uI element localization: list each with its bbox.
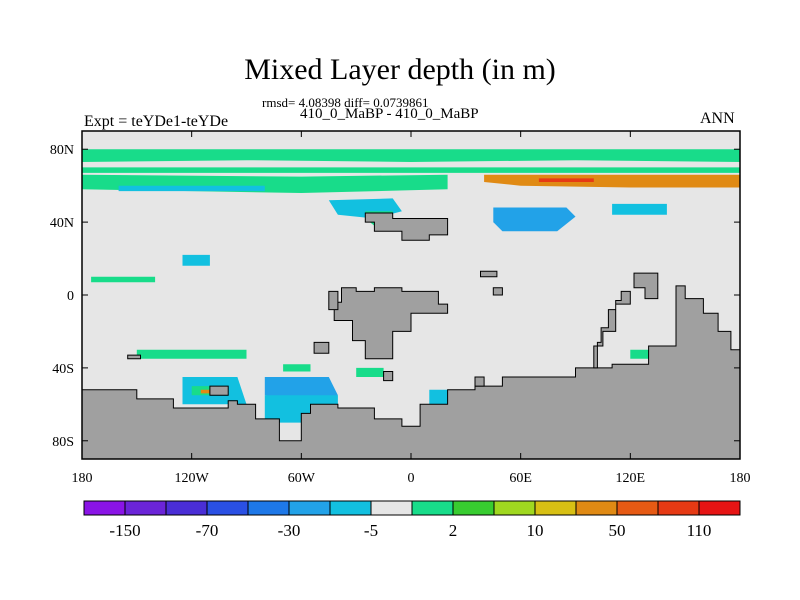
- colorbar-label: 50: [609, 521, 626, 540]
- field-arctic-blue-west: [118, 185, 265, 192]
- colorbar-box: [534, 500, 577, 516]
- land-north-pacific-island: [480, 270, 498, 278]
- x-tick-label: 60E: [509, 471, 532, 486]
- colorbar-label: 2: [449, 521, 458, 540]
- field-south-band-green: [136, 349, 247, 359]
- x-axis: 180 120W 60W 0 60E 120E 180: [72, 131, 751, 486]
- x-tick-label: 120E: [616, 471, 646, 486]
- colorbar-box: [411, 500, 454, 516]
- colorbar-box: [698, 500, 741, 516]
- y-tick-label: 80N: [50, 143, 74, 158]
- land-equatorial-east-island: [633, 272, 659, 300]
- field-south-atlantic-blue-1: [264, 377, 338, 401]
- colorbar-box: [165, 500, 208, 516]
- land-north-america-block: [364, 212, 449, 241]
- y-axis: 80N 40N 0 40S 80S: [50, 143, 740, 450]
- colorbar-box: [83, 500, 126, 516]
- colorbar-box: [493, 500, 536, 516]
- chart-subtitle: 410_0_MaBP - 410_0_MaBP: [300, 106, 479, 122]
- field-arctic-band-1: [82, 149, 740, 162]
- land-south-america-islet: [313, 341, 330, 354]
- colorbar-box: [575, 500, 618, 516]
- land-south-arm-east: [593, 290, 631, 369]
- colorbar-label: -30: [278, 521, 301, 540]
- field-arctic-band-2: [82, 167, 740, 173]
- land-south-america-island: [328, 290, 339, 311]
- y-tick-label: 0: [67, 289, 74, 304]
- x-tick-label: 60W: [288, 471, 316, 486]
- colorbar-box: [288, 500, 331, 516]
- colorbar-box: [247, 500, 290, 516]
- colorbar-box: [616, 500, 659, 516]
- x-tick-label: 180: [730, 471, 751, 486]
- field-indian-ocean-blue: [429, 389, 448, 408]
- land-south-america-block: [333, 287, 449, 360]
- field-south-atlantic-green-2: [283, 364, 311, 372]
- colorbar-box: [124, 500, 167, 516]
- land-southern-continent: [82, 285, 740, 459]
- field-layer: [82, 149, 740, 423]
- colorbar-label: 10: [527, 521, 544, 540]
- colorbar-box: [370, 500, 413, 516]
- experiment-label: Expt = teYDe1-teYDe: [84, 113, 229, 130]
- season-label: ANN: [700, 110, 735, 127]
- land-layer: [82, 212, 740, 459]
- y-tick-label: 40N: [50, 216, 74, 231]
- stats-line: rmsd= 4.08398 diff= 0.0739861: [262, 95, 429, 110]
- field-north-mid-blue: [182, 254, 210, 266]
- y-tick-label: 80S: [52, 435, 74, 450]
- colorbar-box: [452, 500, 495, 516]
- x-tick-label: 0: [408, 471, 415, 486]
- land-southern-islet-b: [209, 385, 229, 396]
- field-north-mid-green: [91, 276, 156, 283]
- field-north-pacific-blue: [493, 207, 576, 232]
- field-south-atlantic-green-3: [356, 367, 384, 377]
- land-southern-islet-d: [474, 376, 485, 387]
- colorbar: -150 -70 -30 -5 2 10 50 110: [83, 500, 741, 540]
- x-tick-label: 180: [72, 471, 93, 486]
- y-tick-label: 40S: [52, 362, 74, 377]
- field-arctic-band-east: [484, 174, 740, 188]
- colorbar-label: -150: [109, 521, 140, 540]
- field-north-pacific-blue-2: [612, 203, 667, 215]
- land-southern-islet-c: [383, 371, 394, 382]
- colorbar-label: -70: [196, 521, 219, 540]
- x-tick-label: 120W: [175, 471, 210, 486]
- land-west-pacific-island: [492, 287, 503, 296]
- land-southern-islet-a: [127, 354, 141, 360]
- colorbar-label: 110: [687, 521, 712, 540]
- chart-title: Mixed Layer depth (in m): [244, 53, 556, 86]
- colorbar-label: -5: [364, 521, 378, 540]
- colorbar-box: [657, 500, 700, 516]
- colorbar-box: [206, 500, 249, 516]
- colorbar-box: [329, 500, 372, 516]
- field-arctic-band-east-hot: [538, 178, 594, 182]
